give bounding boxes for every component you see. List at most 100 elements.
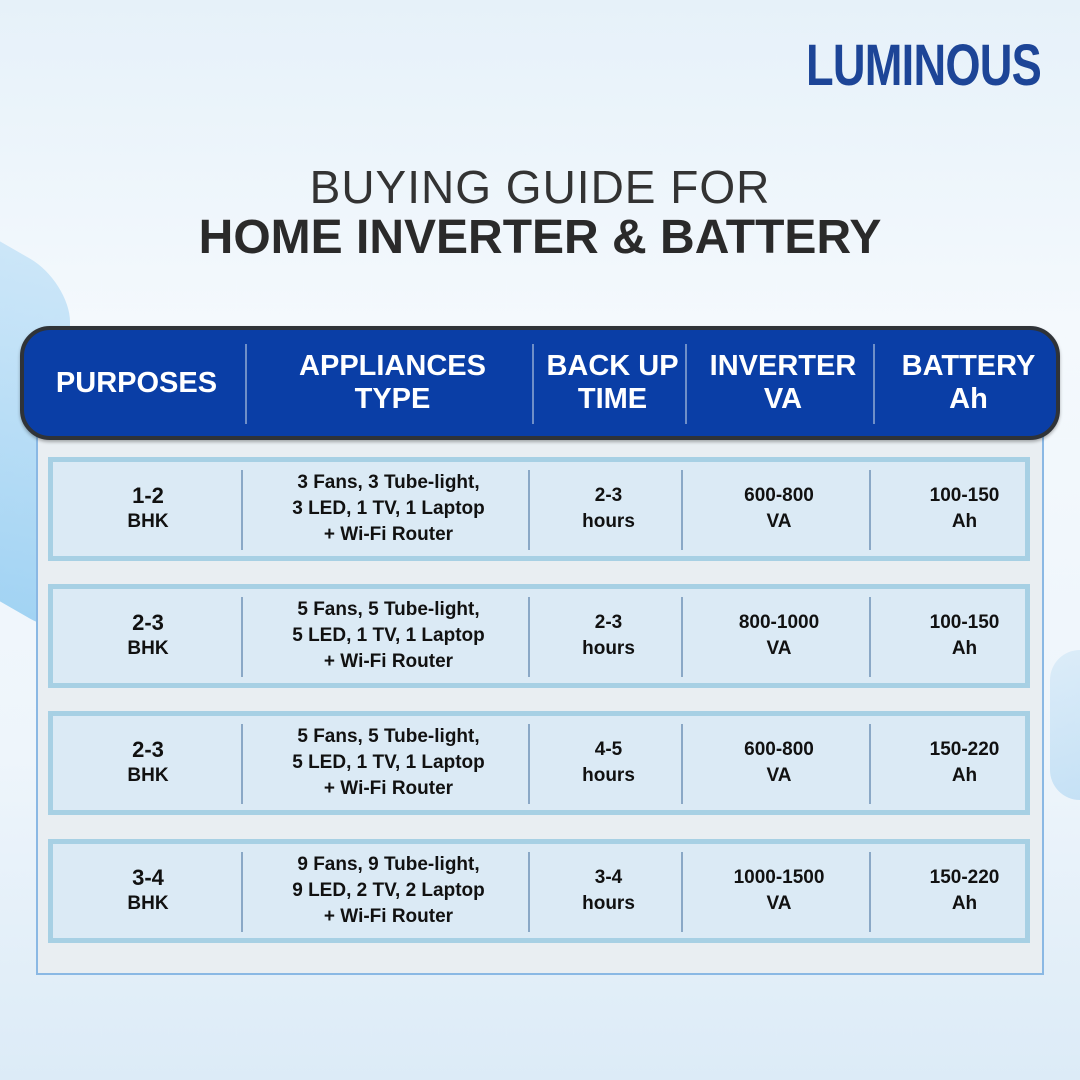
- cell-backup: 2-3 hours: [532, 462, 685, 556]
- row-divider: [869, 597, 871, 677]
- header-text: INVERTER: [709, 350, 857, 382]
- header-text: TIME: [577, 383, 648, 415]
- table-row: 2-3 BHK 5 Fans, 5 Tube-light, 5 LED, 1 TV, …: [48, 584, 1030, 688]
- cell-text: 2-3: [594, 612, 623, 633]
- header-text: APPLIANCES: [299, 350, 486, 382]
- cell-text: 5 LED, 1 TV, 1 Laptop: [292, 752, 485, 773]
- cell-text: Ah: [951, 638, 978, 659]
- cell-backup: 3-4 hours: [532, 844, 685, 938]
- cell-text: 5 Fans, 5 Tube-light,: [297, 726, 480, 747]
- cell-text: 800-1000: [738, 612, 820, 633]
- table-row: 1-2 BHK 3 Fans, 3 Tube-light, 3 LED, 1 TV, …: [48, 457, 1030, 561]
- title-line-1: BUYING GUIDE FOR: [309, 161, 771, 213]
- cell-text: 3-4: [132, 865, 164, 890]
- cell-text: BHK: [127, 638, 169, 659]
- cell-text: 150-220: [929, 867, 1000, 888]
- cell-purpose: 3-4 BHK: [48, 844, 248, 938]
- header-battery-ah: BATTERY Ah: [877, 330, 1060, 436]
- cell-text: Ah: [951, 511, 978, 532]
- header-divider: [873, 344, 875, 424]
- cell-text: 2-3: [132, 737, 164, 762]
- header-inverter-va: INVERTER VA: [689, 330, 877, 436]
- cell-text: 5 Fans, 5 Tube-light,: [297, 599, 480, 620]
- row-divider: [681, 852, 683, 932]
- cell-text: 3 LED, 1 TV, 1 Laptop: [292, 498, 485, 519]
- title-line-2: HOME INVERTER & BATTERY: [198, 211, 882, 264]
- cell-text: hours: [582, 893, 635, 914]
- cell-battery: 150-220 Ah: [873, 716, 1056, 810]
- cell-battery: 100-150 Ah: [873, 462, 1056, 556]
- cell-text: Ah: [951, 765, 978, 786]
- cell-battery: 150-220 Ah: [873, 844, 1056, 938]
- luminous-logo: LUMINOUS: [806, 33, 1042, 98]
- cell-text: BHK: [127, 511, 169, 532]
- header-backup-time: BACK UP TIME: [536, 330, 689, 436]
- cell-text: 100-150: [929, 612, 1000, 633]
- cell-appliances: 3 Fans, 3 Tube-light, 3 LED, 1 TV, 1 Lapt…: [245, 462, 532, 556]
- cell-text: + Wi-Fi Router: [323, 906, 454, 927]
- cell-text: hours: [582, 511, 635, 532]
- cell-text: 1000-1500: [733, 867, 825, 888]
- cell-purpose: 1-2 BHK: [48, 462, 248, 556]
- row-divider: [681, 724, 683, 804]
- cell-inverter: 1000-1500 VA: [685, 844, 873, 938]
- cell-text: + Wi-Fi Router: [323, 524, 454, 545]
- cell-inverter: 600-800 VA: [685, 462, 873, 556]
- row-divider: [528, 597, 530, 677]
- cell-appliances: 5 Fans, 5 Tube-light, 5 LED, 1 TV, 1 Lapt…: [245, 716, 532, 810]
- header-text: VA: [763, 383, 803, 415]
- cell-text: + Wi-Fi Router: [323, 778, 454, 799]
- cell-appliances: 9 Fans, 9 Tube-light, 9 LED, 2 TV, 2 Lapt…: [245, 844, 532, 938]
- cell-text: hours: [582, 638, 635, 659]
- cell-appliances: 5 Fans, 5 Tube-light, 5 LED, 1 TV, 1 Lapt…: [245, 589, 532, 683]
- cell-backup: 2-3 hours: [532, 589, 685, 683]
- cell-text: Ah: [951, 893, 978, 914]
- cell-text: VA: [766, 638, 792, 659]
- cell-text: VA: [766, 511, 792, 532]
- cell-text: 4-5: [594, 739, 623, 760]
- header-appliances-type: APPLIANCES TYPE: [249, 330, 536, 436]
- header-text: TYPE: [354, 383, 431, 415]
- row-divider: [869, 470, 871, 550]
- cell-text: 3-4: [594, 867, 623, 888]
- row-divider: [681, 597, 683, 677]
- header-text: BACK UP: [546, 350, 679, 382]
- header-text: PURPOSES: [55, 366, 218, 399]
- cell-text: 600-800: [744, 739, 814, 760]
- cell-text: 9 LED, 2 TV, 2 Laptop: [292, 880, 485, 901]
- row-divider: [869, 724, 871, 804]
- cell-text: 150-220: [929, 739, 1000, 760]
- cell-text: 2-3: [594, 485, 623, 506]
- header-text: BATTERY: [901, 350, 1036, 382]
- cell-text: BHK: [127, 765, 169, 786]
- header-purposes: PURPOSES: [24, 330, 249, 436]
- table-header: PURPOSES APPLIANCES TYPE BACK UP TIME INVERTE…: [20, 326, 1060, 440]
- cell-text: 2-3: [132, 610, 164, 635]
- row-divider: [241, 597, 243, 677]
- cell-battery: 100-150 Ah: [873, 589, 1056, 683]
- cell-purpose: 2-3 BHK: [48, 716, 248, 810]
- cell-text: 100-150: [929, 485, 1000, 506]
- row-divider: [241, 724, 243, 804]
- cell-text: 1-2: [132, 483, 164, 508]
- row-divider: [528, 852, 530, 932]
- row-divider: [241, 470, 243, 550]
- header-text: Ah: [949, 383, 988, 415]
- header-divider: [532, 344, 534, 424]
- row-divider: [528, 470, 530, 550]
- row-divider: [869, 852, 871, 932]
- cell-text: VA: [766, 765, 792, 786]
- cell-text: VA: [766, 893, 792, 914]
- cell-text: BHK: [127, 893, 169, 914]
- cell-inverter: 800-1000 VA: [685, 589, 873, 683]
- cell-text: 5 LED, 1 TV, 1 Laptop: [292, 625, 485, 646]
- cell-text: 9 Fans, 9 Tube-light,: [297, 854, 480, 875]
- cell-inverter: 600-800 VA: [685, 716, 873, 810]
- cell-purpose: 2-3 BHK: [48, 589, 248, 683]
- cell-text: + Wi-Fi Router: [323, 651, 454, 672]
- cell-text: 600-800: [744, 485, 814, 506]
- header-divider: [245, 344, 247, 424]
- cell-text: 3 Fans, 3 Tube-light,: [297, 472, 480, 493]
- row-divider: [241, 852, 243, 932]
- table-row: 3-4 BHK 9 Fans, 9 Tube-light, 9 LED, 2 TV, …: [48, 839, 1030, 943]
